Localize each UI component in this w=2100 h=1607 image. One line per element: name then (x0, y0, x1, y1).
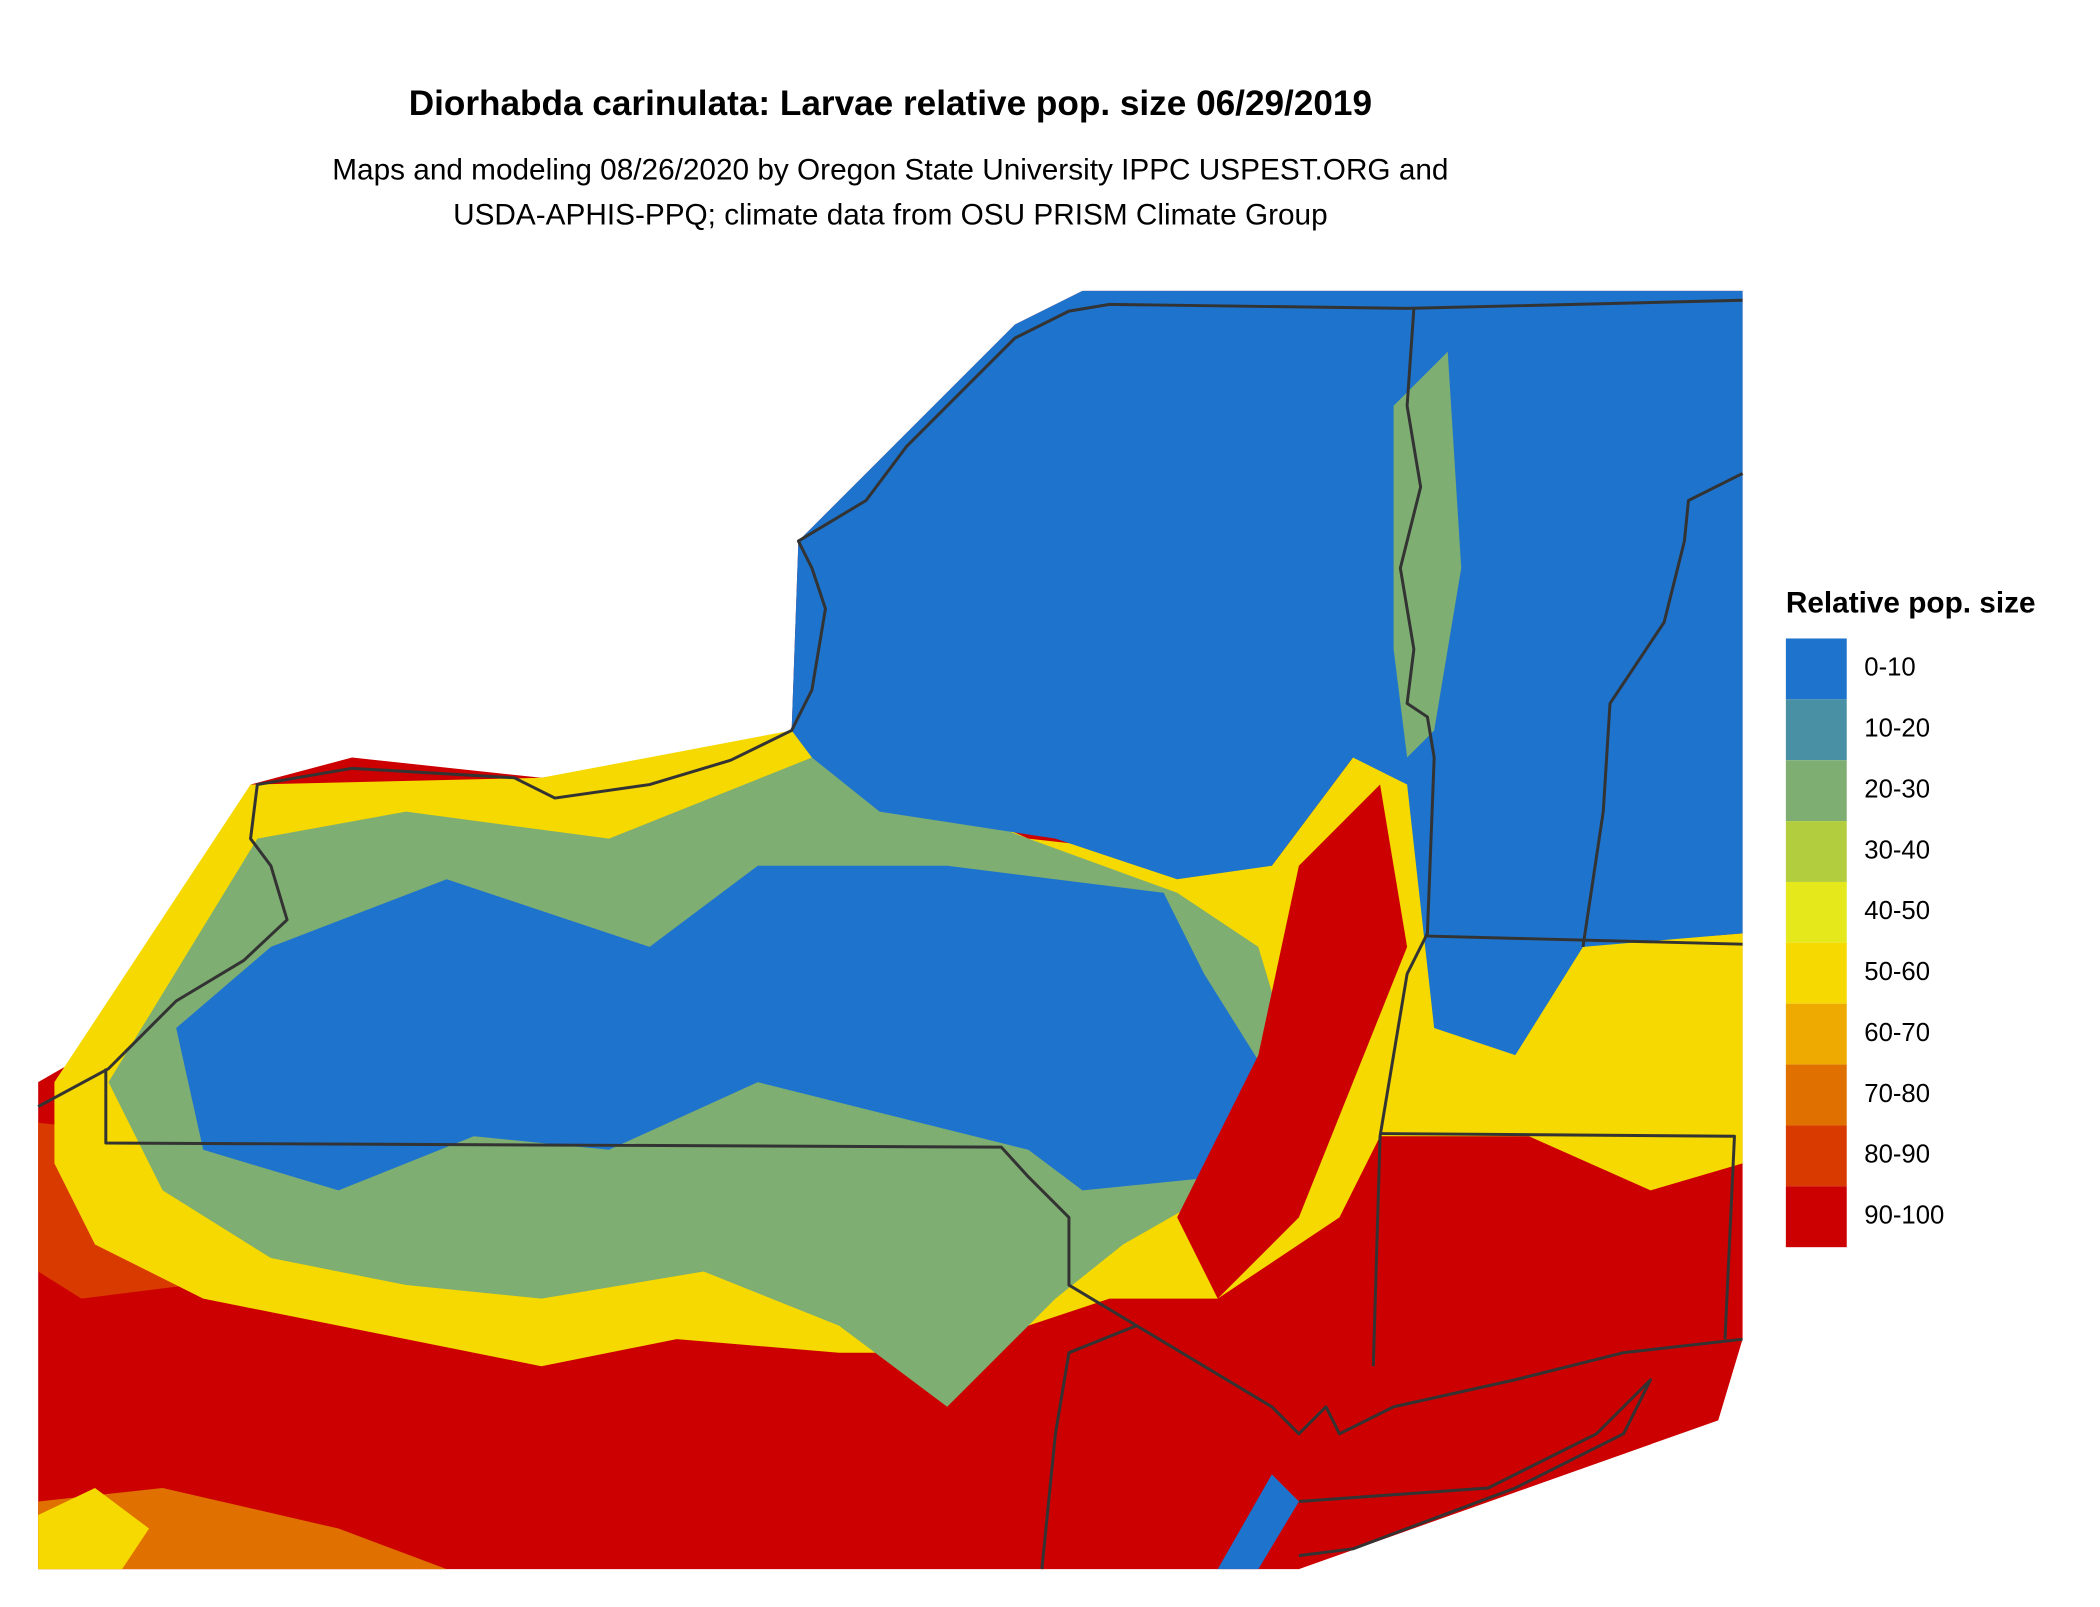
legend-label: 30-40 (1864, 836, 1930, 864)
region (791, 290, 1743, 1056)
legend-label: 50-60 (1864, 958, 1930, 986)
legend-label: 60-70 (1864, 1019, 1930, 1047)
region (1217, 1474, 1299, 1570)
legend: 0-10 10-20 20-30 30-40 40-50 50-60 60-70 70-80 8… (1785, 638, 1944, 1248)
legend-label: 40-50 (1864, 897, 1930, 925)
region (1393, 351, 1462, 758)
legend-swatch (1785, 1125, 1847, 1187)
legend-label: 90-100 (1864, 1202, 1944, 1230)
region (176, 865, 1272, 1191)
legend-label: 10-20 (1864, 715, 1930, 743)
map-subtitle: Maps and modeling 08/26/2020 by Oregon S… (332, 154, 1448, 187)
region (1177, 784, 1408, 1299)
legend-swatch (1785, 760, 1847, 822)
legend-swatch (1785, 942, 1847, 1004)
legend-swatch (1785, 1064, 1847, 1126)
region (38, 1487, 150, 1570)
legend-swatch (1785, 699, 1847, 761)
legend-title: Relative pop. size (1786, 587, 2036, 620)
legend-label: 80-90 (1864, 1141, 1930, 1169)
legend-label: 70-80 (1864, 1080, 1930, 1108)
legend-swatch (1785, 1186, 1847, 1248)
map-subtitle: USDA-APHIS-PPQ; climate data from OSU PR… (453, 198, 1328, 231)
legend-swatch (1785, 821, 1847, 882)
state-borders (37, 298, 1744, 1570)
legend-swatch (1785, 1003, 1847, 1065)
legend-swatch (1785, 881, 1847, 943)
region (38, 1487, 447, 1570)
map-title: Diorhabda carinulata: Larvae relative po… (409, 84, 1372, 123)
legend-swatch (1785, 638, 1847, 700)
map-raster (38, 290, 1743, 1570)
legend-label: 20-30 (1864, 775, 1930, 803)
legend-label: 0-10 (1864, 654, 1915, 682)
